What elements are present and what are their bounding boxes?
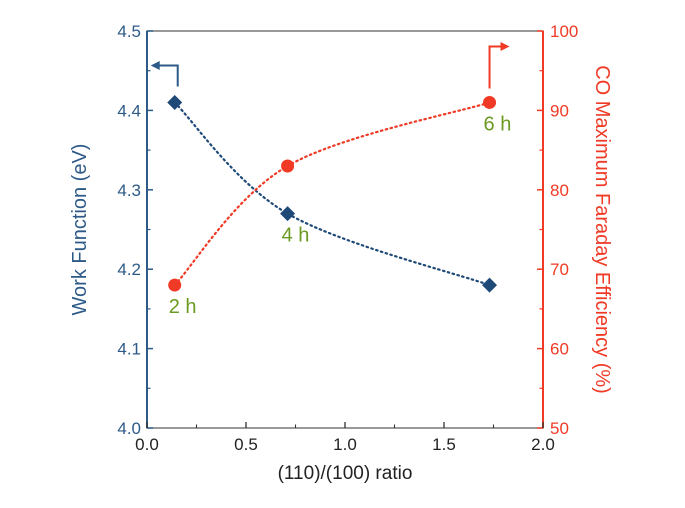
right-y-axis: 50 60 70 80 90 100 <box>537 22 578 438</box>
faraday-efficiency-point <box>281 159 295 173</box>
work-function-point <box>482 277 498 293</box>
x-tick-label: 0.5 <box>234 435 258 454</box>
trend-lines <box>173 101 491 287</box>
left-axis-title: Work Function (eV) <box>69 144 91 316</box>
right-tick-label: 60 <box>550 340 569 359</box>
left-tick-label: 4.1 <box>117 340 141 359</box>
left-tick-label: 4.2 <box>117 260 141 279</box>
axis-indicator-arrows <box>150 41 510 89</box>
point-label: 2 h <box>169 296 197 318</box>
work-function-trend-line <box>173 101 491 287</box>
point-label: 4 h <box>282 225 310 247</box>
left-tick-label: 4.5 <box>117 22 141 41</box>
x-axis: 0.0 0.5 1.0 1.5 2.0 <box>135 422 555 454</box>
left-tick-label: 4.0 <box>117 419 141 438</box>
left-tick-label: 4.4 <box>117 101 141 120</box>
faraday-efficiency-trend-line <box>173 101 491 287</box>
point-annotations: 2 h 4 h 6 h <box>169 113 512 318</box>
right-tick-label: 70 <box>550 260 569 279</box>
right-axis-title: CO Maximum Faraday Efficiency (%) <box>591 65 613 394</box>
x-axis-title: (110)/(100) ratio <box>278 463 413 484</box>
left-axis-arrow <box>156 64 179 87</box>
x-tick-label: 1.5 <box>432 435 456 454</box>
left-arrow-head <box>150 60 160 70</box>
data-markers <box>167 94 498 293</box>
left-tick-label: 4.3 <box>117 181 141 200</box>
x-tick-label: 1.0 <box>333 435 357 454</box>
point-label: 6 h <box>484 113 512 135</box>
left-y-axis: 4.0 4.1 4.2 4.3 4.4 4.5 <box>117 22 153 438</box>
right-arrow-head <box>500 41 510 51</box>
faraday-efficiency-point <box>483 95 497 109</box>
x-tick-label: 2.0 <box>531 435 555 454</box>
right-tick-label: 100 <box>550 22 578 41</box>
work-function-point <box>280 206 296 222</box>
right-tick-label: 80 <box>550 181 569 200</box>
right-axis-arrow <box>488 45 503 89</box>
plot-area-frame <box>146 30 544 429</box>
right-tick-label: 50 <box>550 419 569 438</box>
right-tick-label: 90 <box>550 101 569 120</box>
x-tick-label: 0.0 <box>135 435 159 454</box>
faraday-efficiency-point <box>168 278 182 292</box>
work-function-point <box>167 94 183 110</box>
